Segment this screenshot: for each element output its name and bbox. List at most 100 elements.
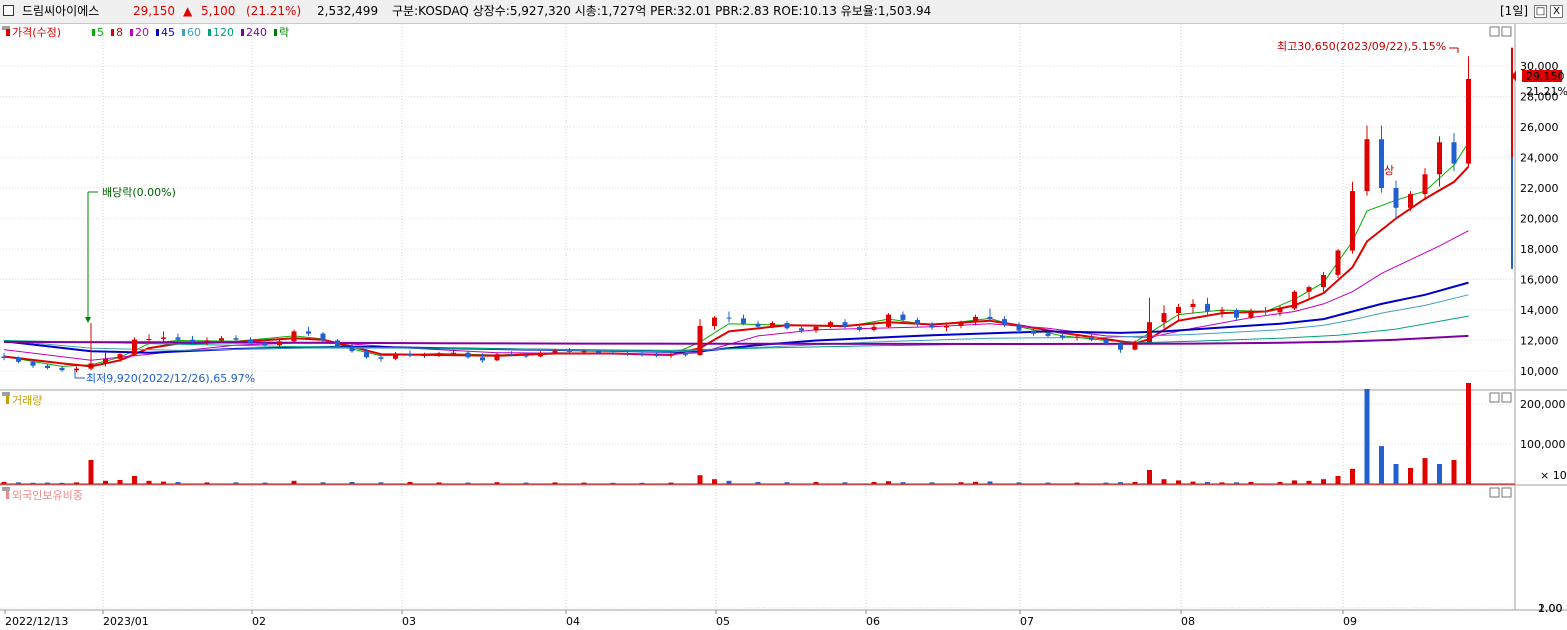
close-button[interactable]: X xyxy=(1550,5,1563,18)
legend-foreign-swatch xyxy=(6,491,9,499)
legend-ma-label: 240 xyxy=(246,26,267,39)
volume-bar xyxy=(1408,468,1413,484)
volume-bar xyxy=(88,460,94,484)
candle-body xyxy=(436,353,442,355)
foreign-tick-label: 1.00 xyxy=(1538,602,1563,615)
price-candle xyxy=(1321,271,1326,292)
panel-close-icon[interactable] xyxy=(1501,392,1512,403)
legend-ma-label: 60 xyxy=(187,26,201,39)
candle-body xyxy=(944,326,949,328)
price-candle xyxy=(1,352,7,361)
candle-body xyxy=(349,346,355,352)
volume-bar xyxy=(378,482,384,484)
price-candle xyxy=(465,351,471,359)
price-tick-label: 22,000 xyxy=(1520,182,1559,195)
candle-body xyxy=(1190,303,1196,307)
price-candle xyxy=(1292,290,1297,310)
ma-line-240 xyxy=(3,334,1469,346)
price-candle xyxy=(915,317,920,327)
price-candle xyxy=(784,320,790,330)
price-candle xyxy=(16,356,21,364)
price-candle xyxy=(291,329,297,342)
candle-body xyxy=(1277,308,1283,313)
price-candle xyxy=(1306,285,1312,300)
candle-body xyxy=(1147,322,1152,342)
candle-body xyxy=(262,342,268,346)
candle-body xyxy=(1292,291,1297,309)
volume-bar xyxy=(436,482,442,484)
price-tick-label: 12,000 xyxy=(1520,335,1559,348)
last-price-box-bg xyxy=(1522,70,1562,82)
volume-bar xyxy=(1321,479,1326,484)
panel-close-icon[interactable] xyxy=(1501,487,1512,498)
candle-body xyxy=(828,322,833,327)
candle-body xyxy=(842,322,848,327)
volume-bar xyxy=(146,480,152,484)
candle-body xyxy=(74,368,79,371)
price-candle xyxy=(407,350,413,358)
legend-volume-label: 거래량 xyxy=(12,394,42,407)
upper-limit-marker: 상 xyxy=(1384,164,1394,177)
price-candle xyxy=(610,350,616,355)
price-candle xyxy=(1205,297,1210,315)
price-candle xyxy=(1248,308,1254,320)
volume-bar xyxy=(30,482,36,484)
panel-maximize-icon[interactable] xyxy=(1489,392,1500,403)
candle-body xyxy=(596,351,601,353)
price-candle xyxy=(567,348,572,354)
price-candle xyxy=(842,319,848,329)
panel-maximize-icon[interactable] xyxy=(1489,487,1500,498)
candle-body xyxy=(683,354,688,356)
price-candle xyxy=(726,311,732,323)
last-price-pointer-icon xyxy=(1511,71,1516,81)
dividend-marker: 배당락(0.00%) xyxy=(85,186,176,323)
panel-maximize-icon[interactable] xyxy=(1489,26,1500,37)
candle-body xyxy=(668,354,674,356)
candle-body xyxy=(784,323,790,329)
volume-bar xyxy=(1118,482,1123,484)
select-checkbox[interactable] xyxy=(3,5,14,16)
price-candle xyxy=(1393,180,1399,219)
volume-tick-label: 100,000 xyxy=(1520,438,1566,451)
volume-bar xyxy=(973,481,978,484)
candle-body xyxy=(204,340,210,342)
price-tick-label: 18,000 xyxy=(1520,243,1559,256)
price-candle xyxy=(712,316,717,330)
restore-button[interactable]: □ xyxy=(1534,5,1547,18)
candle-body xyxy=(117,354,123,359)
ma-line-60 xyxy=(3,294,1469,353)
volume-bar xyxy=(465,482,471,484)
price-candle xyxy=(770,321,775,329)
price-candle xyxy=(74,366,79,373)
volume-bar xyxy=(1103,482,1109,484)
volume-bar xyxy=(1364,389,1370,484)
legend-ma-swatch xyxy=(182,29,185,36)
price-candle xyxy=(364,348,369,359)
panel-menu-icon[interactable] xyxy=(2,26,10,30)
volume-bar xyxy=(639,482,645,484)
price-tick-label: 16,000 xyxy=(1520,274,1559,287)
upper-limit-label: 상 xyxy=(1384,164,1394,177)
x-tick-label: 04 xyxy=(566,615,580,628)
price-candle xyxy=(1045,331,1051,338)
volume-bar xyxy=(1292,480,1297,484)
panel-menu-icon[interactable] xyxy=(2,392,10,396)
price-candle xyxy=(45,364,50,370)
period-selector[interactable]: [1일] xyxy=(1500,4,1529,18)
price-candle xyxy=(1422,168,1428,201)
volume-bar xyxy=(871,482,877,484)
panel-close-icon[interactable] xyxy=(1501,26,1512,37)
volume-bar xyxy=(320,482,326,484)
candle-body xyxy=(1031,330,1036,334)
panel-menu-icon[interactable] xyxy=(2,487,10,491)
price-candle xyxy=(987,308,993,321)
volume-bar xyxy=(712,479,717,484)
dividend-arrow-icon xyxy=(85,317,91,323)
volume-bar xyxy=(1437,464,1442,484)
price-change: 5,100 xyxy=(201,4,236,18)
price-candle xyxy=(871,324,877,332)
candle-body xyxy=(30,361,36,366)
candle-body xyxy=(799,328,804,331)
x-tick-label: 06 xyxy=(866,615,880,628)
volume-bar xyxy=(132,476,137,484)
